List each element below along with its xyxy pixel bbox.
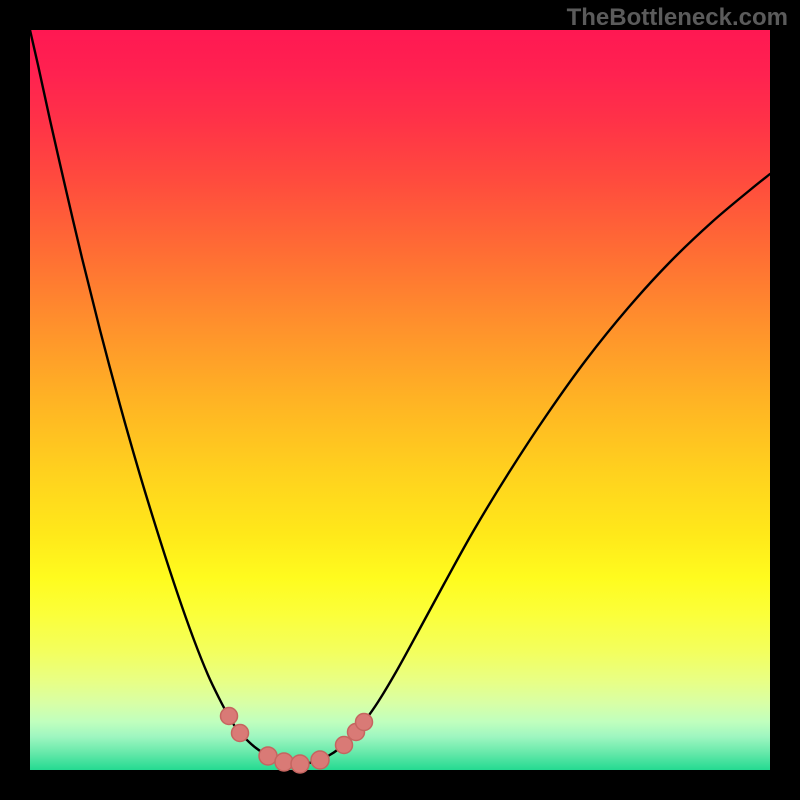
curve-marker xyxy=(221,708,238,725)
curve-marker xyxy=(356,714,373,731)
curve-overlay xyxy=(0,0,800,800)
watermark-text: TheBottleneck.com xyxy=(567,4,788,32)
curve-marker xyxy=(311,751,329,769)
plot-area xyxy=(30,30,770,770)
curve-marker xyxy=(232,725,249,742)
marker-group xyxy=(221,708,373,774)
curve-marker xyxy=(291,755,309,773)
v-curve xyxy=(30,30,770,764)
chart-stage: TheBottleneck.com xyxy=(0,0,800,800)
curve-marker xyxy=(336,737,353,754)
curve-marker xyxy=(275,753,293,771)
